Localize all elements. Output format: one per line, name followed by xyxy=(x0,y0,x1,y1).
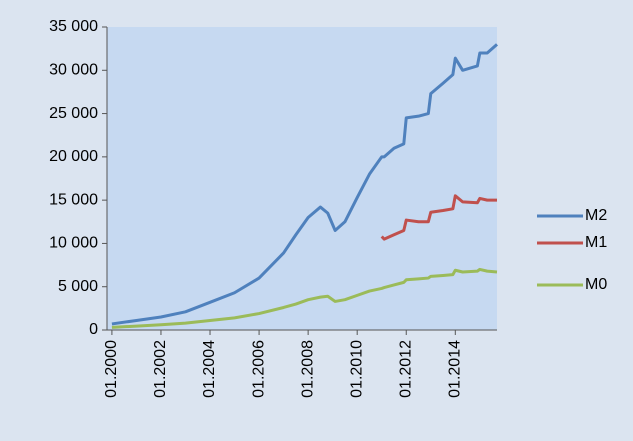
y-tick-label: 5 000 xyxy=(58,278,98,295)
y-tick-label: 20 000 xyxy=(49,148,98,165)
x-tick-label: 01.2006 xyxy=(250,340,267,398)
series-line xyxy=(111,267,498,329)
series-line xyxy=(380,194,497,241)
y-tick-label: 35 000 xyxy=(49,18,98,35)
y-tick-label: 30 000 xyxy=(49,62,98,79)
legend-label: M1 xyxy=(585,234,607,251)
x-tick-label: 01.2002 xyxy=(152,340,169,398)
y-tick-label: 25 000 xyxy=(49,105,98,122)
series-line xyxy=(111,43,498,326)
y-tick-label: 15 000 xyxy=(49,191,98,208)
x-tick-label: 01.2008 xyxy=(299,340,316,398)
plot-area xyxy=(107,27,497,330)
legend-label: M2 xyxy=(585,207,607,224)
x-tick-label: 01.2014 xyxy=(447,340,464,398)
y-tick-label: 0 xyxy=(89,321,98,338)
x-tick-label: 01.2000 xyxy=(103,340,120,398)
x-tick-label: 01.2012 xyxy=(397,340,414,398)
x-tick-label: 01.2010 xyxy=(348,340,365,398)
y-tick-label: 10 000 xyxy=(49,235,98,252)
x-tick-label: 01.2004 xyxy=(201,340,218,398)
legend-label: M0 xyxy=(585,276,607,293)
